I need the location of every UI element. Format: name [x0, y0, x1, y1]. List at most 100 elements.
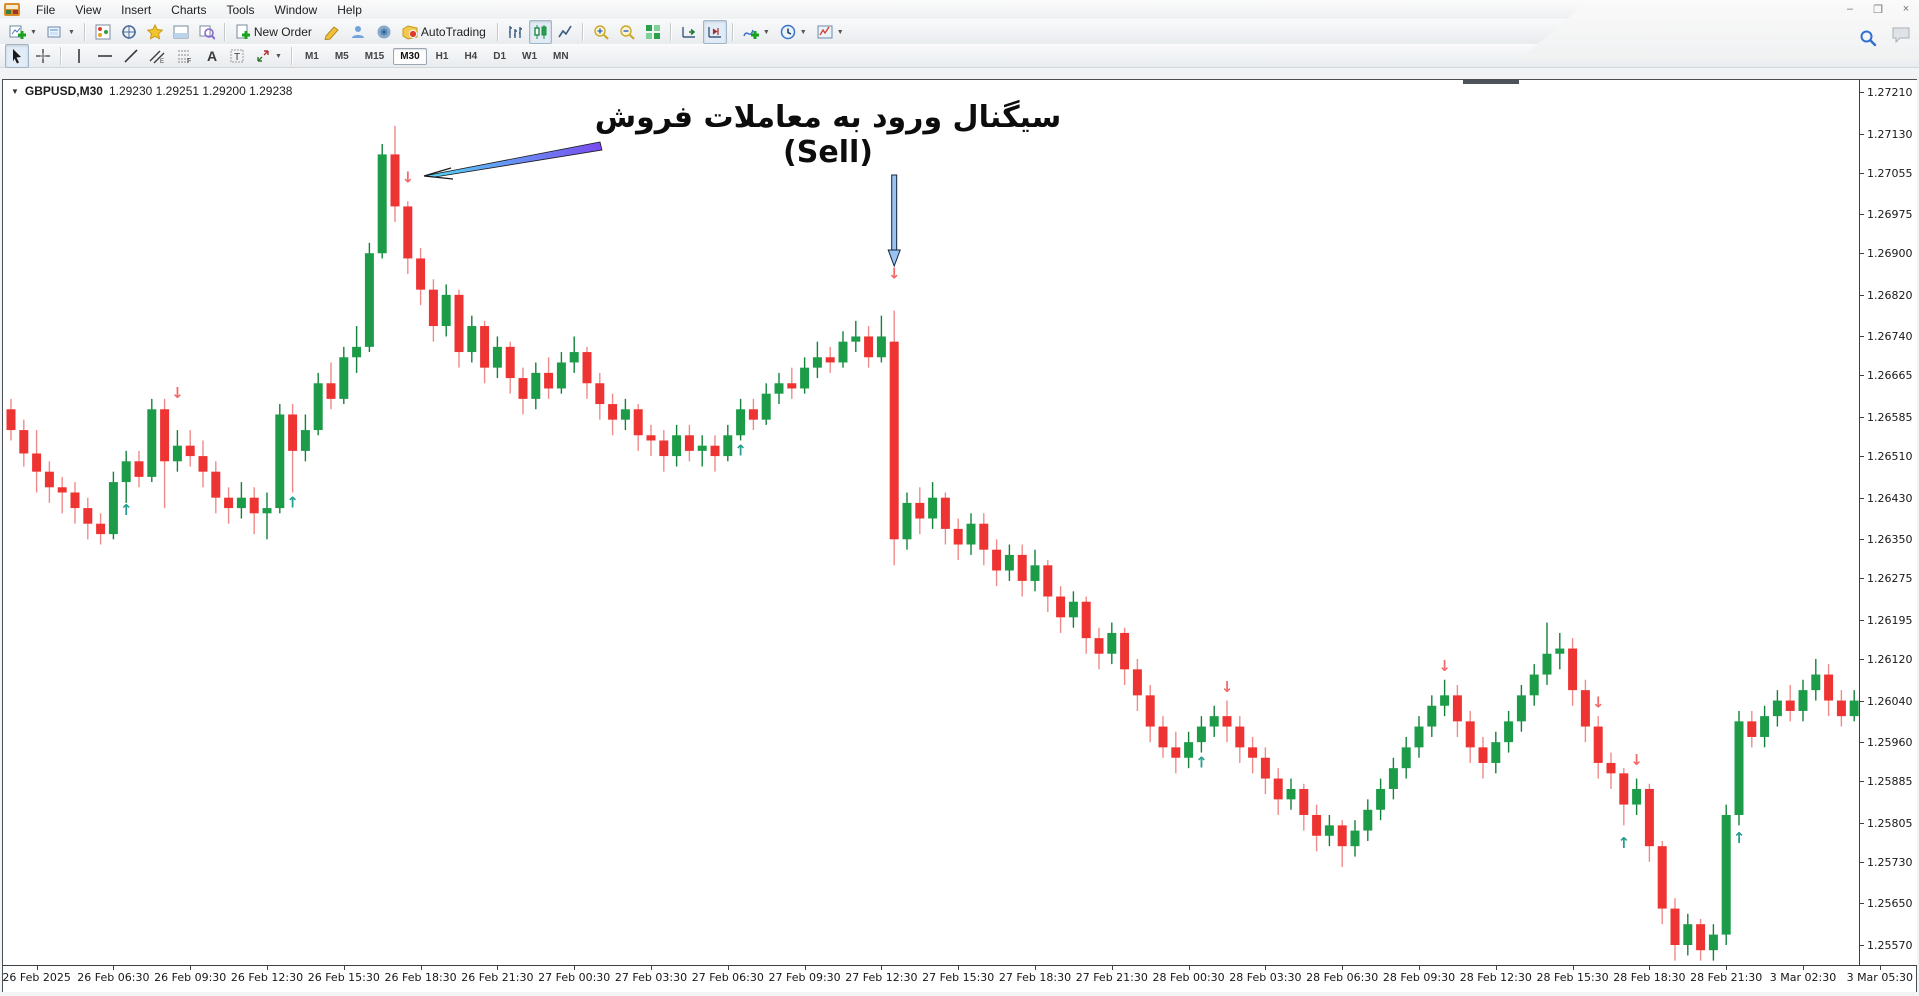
- bull-candle: [275, 414, 285, 509]
- menu-item-insert[interactable]: Insert: [121, 2, 152, 17]
- experts-icon: [350, 24, 366, 40]
- bull-candle: [1734, 721, 1744, 815]
- autotrading-button[interactable]: AutoTrading: [398, 20, 492, 44]
- candlestick-chart[interactable]: ↓ ↓ ↓ ↓ ↓ ↓ ↓ ↑ ↑ ↑ ↑ ↑ ↑: [3, 80, 1859, 965]
- bear-candle: [288, 414, 298, 451]
- timeframe-button-m15[interactable]: M15: [364, 50, 385, 62]
- profiles-button[interactable]: ▼: [43, 20, 79, 44]
- buy-signal-arrow-icon[interactable]: ↑: [1195, 753, 1208, 771]
- tile-windows-button[interactable]: [641, 20, 665, 44]
- vertical-signal-arrow[interactable]: [891, 174, 898, 251]
- sell-signal-arrow-icon[interactable]: ↓: [1630, 751, 1643, 769]
- periods-button[interactable]: ▼: [776, 20, 811, 44]
- sell-signal-arrow-icon[interactable]: ↓: [171, 384, 184, 402]
- bear-candle: [1158, 726, 1168, 748]
- sell-signal-arrow-icon[interactable]: ↓: [1438, 657, 1451, 675]
- menu-item-file[interactable]: File: [36, 2, 56, 17]
- timeframe-button-m5[interactable]: M5: [334, 50, 349, 62]
- restore-button[interactable]: ❐: [1873, 4, 1883, 16]
- menu-item-view[interactable]: View: [75, 2, 102, 17]
- experts-button[interactable]: [346, 20, 370, 44]
- terminal-button[interactable]: [169, 20, 193, 44]
- timeframe-button-h4[interactable]: H4: [464, 50, 478, 62]
- chart-scroll-indicator[interactable]: [1463, 80, 1519, 84]
- bear-candle: [1452, 695, 1462, 722]
- sell-signal-annotation-text[interactable]: سیگنال ورود به معاملات فروش (Sell): [594, 100, 1062, 170]
- time-axis[interactable]: 26 Feb 2025 26 Feb 06:30 26 Feb 09:30 26 Fe…: [2, 965, 1916, 992]
- timeframe-button-h1[interactable]: H1: [435, 50, 449, 62]
- navigator-button[interactable]: [143, 20, 167, 44]
- bull-candle: [812, 357, 822, 368]
- zoom-out-button[interactable]: [615, 20, 639, 44]
- sell-signal-arrow-icon[interactable]: ↓: [402, 168, 415, 186]
- text-button[interactable]: A: [199, 44, 223, 68]
- chart-window: ▼ GBPUSD,M30 1.29230 1.29251 1.29200 1.2…: [2, 79, 1917, 992]
- minimize-button[interactable]: –: [1846, 3, 1854, 15]
- cursor-button[interactable]: [5, 44, 29, 68]
- bear-candle: [57, 487, 67, 493]
- candle-chart-button[interactable]: [528, 20, 552, 44]
- time-axis-label: 27 Feb 00:30: [538, 971, 611, 984]
- auto-scroll-icon: [681, 24, 697, 40]
- fibonacci-button[interactable]: F: [172, 44, 197, 68]
- buy-signal-arrow-icon[interactable]: ↑: [1733, 829, 1746, 847]
- metaeditor-button[interactable]: [320, 20, 344, 44]
- buy-signal-arrow-icon[interactable]: ↑: [286, 493, 299, 511]
- chart-shift-button[interactable]: [702, 20, 727, 44]
- autotrading-label: AutoTrading: [420, 25, 486, 39]
- time-tick: [1188, 966, 1190, 970]
- buy-signal-arrow-icon[interactable]: ↑: [1618, 834, 1631, 852]
- data-window-button[interactable]: [117, 20, 141, 44]
- new-chart-button[interactable]: ▼: [5, 20, 41, 44]
- vertical-line-button[interactable]: [67, 44, 91, 68]
- trendline-button[interactable]: [119, 44, 143, 68]
- price-axis-label: 1.26740: [1867, 330, 1913, 344]
- sell-signal-arrow-icon[interactable]: ↓: [1221, 678, 1234, 696]
- price-axis[interactable]: 1.27210 1.27130 1.27055 1.26975 1.26900 1.268…: [1859, 80, 1917, 965]
- new-order-button[interactable]: New Order: [231, 20, 318, 44]
- menu-item-tools[interactable]: Tools: [226, 2, 255, 17]
- crosshair-button[interactable]: [31, 44, 55, 68]
- annotation-gradient-arrow[interactable]: [423, 141, 603, 178]
- community-button[interactable]: [372, 20, 396, 44]
- time-tick: [1726, 966, 1728, 970]
- menu-item-charts[interactable]: Charts: [171, 2, 207, 17]
- timeframe-button-w1[interactable]: W1: [522, 50, 538, 62]
- bear-candle: [83, 508, 93, 524]
- indicators-button[interactable]: ▼: [739, 20, 774, 44]
- label-button[interactable]: T: [225, 44, 249, 68]
- toolbar-separator: [83, 23, 86, 41]
- bear-candle: [1145, 695, 1155, 727]
- timeframe-button-d1[interactable]: D1: [493, 50, 507, 62]
- price-axis-label: 1.27210: [1867, 86, 1913, 99]
- expander-icon[interactable]: ▼: [11, 86, 19, 96]
- bear-candle: [1657, 846, 1667, 909]
- shapes-button[interactable]: ▼: [251, 44, 286, 68]
- buy-signal-arrow-icon[interactable]: ↑: [120, 501, 133, 519]
- bar-chart-button[interactable]: [504, 20, 527, 44]
- timeframe-button-m1[interactable]: M1: [304, 50, 319, 62]
- auto-scroll-button[interactable]: [677, 20, 701, 44]
- sell-signal-arrow-icon[interactable]: ↓: [1592, 694, 1605, 712]
- channel-button[interactable]: E: [145, 44, 170, 68]
- chevron-down-icon: ▼: [30, 28, 37, 36]
- menu-item-help[interactable]: Help: [337, 2, 362, 17]
- horizontal-line-button[interactable]: [93, 44, 117, 68]
- close-button[interactable]: ×: [1902, 3, 1910, 15]
- timeframe-button-mn[interactable]: MN: [553, 50, 569, 62]
- menu-item-window[interactable]: Window: [274, 2, 318, 17]
- market-watch-button[interactable]: [91, 20, 115, 44]
- price-axis-label: 1.26975: [1867, 208, 1913, 222]
- buy-signal-arrow-icon[interactable]: ↑: [734, 441, 747, 459]
- timeframe-button-m30[interactable]: M30: [393, 47, 427, 65]
- price-axis-label: 1.25805: [1867, 816, 1913, 830]
- sell-signal-arrow-icon[interactable]: ↓: [888, 265, 901, 283]
- line-chart-button[interactable]: [554, 20, 577, 44]
- strategy-tester-button[interactable]: [195, 20, 219, 44]
- search-icon[interactable]: [1859, 29, 1877, 47]
- zoom-in-button[interactable]: [589, 20, 613, 44]
- chat-icon[interactable]: [1891, 26, 1911, 44]
- templates-button[interactable]: ▼: [813, 20, 848, 44]
- bull-candle: [902, 502, 912, 540]
